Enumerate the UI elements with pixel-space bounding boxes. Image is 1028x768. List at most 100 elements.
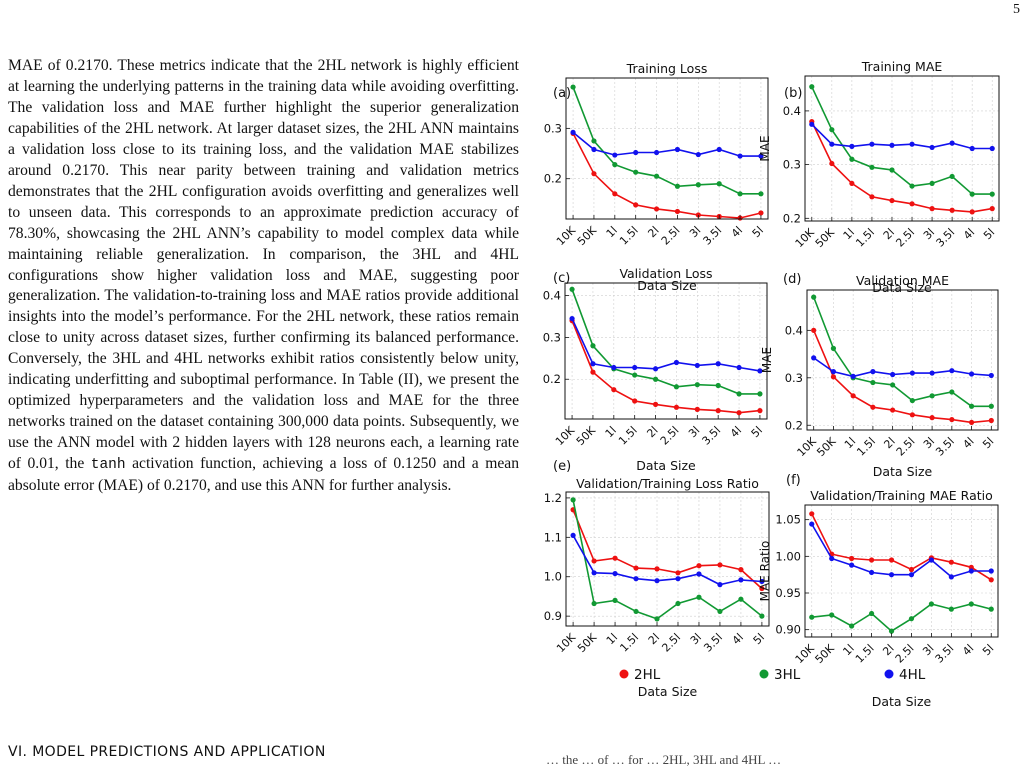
x-axis-label: Data Size (872, 694, 932, 709)
data-point-3HL (870, 379, 876, 386)
body-text-part1: MAE of 0.2170. These metrics indicate th… (8, 57, 519, 473)
data-point-3HL (829, 612, 835, 618)
x-tick-label: 2.5l (658, 424, 682, 448)
chart-title: Training Loss (626, 61, 708, 76)
x-tick-label: 3.5l (933, 642, 957, 666)
data-point-3HL (633, 608, 639, 615)
x-tick-label: 50K (574, 423, 599, 448)
y-tick-label: 0.90 (775, 623, 801, 637)
data-point-3HL (849, 623, 855, 629)
data-point-2HL (909, 412, 915, 418)
data-point-4HL (909, 370, 915, 376)
panel-label: (e) (553, 459, 571, 474)
data-point-2HL (612, 555, 618, 561)
data-point-4HL (612, 570, 618, 577)
data-point-2HL (908, 566, 915, 573)
y-axis-label: MAE (760, 347, 774, 373)
data-point-2HL (850, 393, 856, 399)
x-tick-label: 10K (793, 225, 818, 250)
legend-label: 4HL (899, 667, 926, 683)
data-point-3HL (738, 596, 744, 602)
data-point-4HL (675, 576, 681, 582)
x-tick-label: 50K (814, 434, 839, 459)
data-point-2HL (988, 417, 994, 424)
series-line-4HL (571, 318, 761, 372)
data-point-2HL (695, 212, 701, 218)
data-point-2HL (715, 408, 721, 414)
data-point-4HL (929, 370, 935, 376)
series-line-2HL (812, 329, 992, 424)
data-point-2HL (968, 564, 974, 570)
data-point-2HL (890, 407, 896, 413)
x-tick-label: 4l (960, 435, 976, 451)
y-tick-label: 0.2 (544, 172, 562, 186)
data-point-3HL (591, 600, 597, 607)
data-point-2HL (694, 406, 700, 412)
data-point-4HL (673, 359, 680, 366)
data-point-3HL (736, 391, 742, 397)
data-point-3HL (758, 191, 764, 197)
x-tick-label: 50K (813, 641, 838, 666)
series-line-3HL (572, 86, 761, 195)
y-tick-label: 0.4 (785, 323, 803, 337)
data-point-3HL (737, 191, 743, 197)
data-point-4HL (988, 568, 994, 574)
data-point-3HL (632, 372, 638, 378)
series-line-2HL (572, 133, 762, 219)
x-tick-label: 3.5l (934, 226, 958, 250)
x-tick-label: 3.5l (701, 631, 725, 655)
x-tick-label: 10K (795, 434, 820, 459)
series-line-2HL (571, 320, 760, 414)
data-point-2HL (949, 207, 955, 213)
series-line-2HL (572, 509, 763, 590)
data-point-3HL (654, 616, 660, 622)
data-point-2HL (653, 206, 660, 212)
panel-label: (f) (786, 473, 801, 488)
data-point-4HL (928, 557, 935, 563)
data-point-2HL (675, 570, 681, 576)
data-point-3HL (889, 167, 895, 173)
data-point-4HL (716, 146, 722, 153)
data-point-4HL (870, 369, 876, 375)
data-point-2HL (829, 160, 835, 167)
data-point-4HL (758, 153, 764, 159)
data-point-4HL (889, 142, 895, 148)
data-point-2HL (830, 374, 837, 380)
chart-title: Validation/Training MAE Ratio (810, 488, 993, 503)
data-point-3HL (928, 601, 935, 607)
plot-frame (806, 289, 999, 431)
y-tick-label: 0.3 (543, 330, 561, 344)
data-point-2HL (849, 555, 855, 562)
data-point-3HL (830, 345, 837, 351)
x-tick-label: 4l (961, 226, 977, 242)
data-point-2HL (673, 404, 680, 410)
legend-label: 2HL (634, 667, 661, 683)
data-point-2HL (868, 557, 875, 563)
series-line-3HL (811, 603, 992, 633)
x-tick-label: 50K (575, 223, 600, 248)
data-point-4HL (633, 576, 639, 582)
data-point-3HL (809, 84, 815, 90)
series-line-3HL (571, 289, 760, 395)
series-line-4HL (811, 523, 992, 578)
data-point-2HL (988, 577, 994, 583)
data-point-3HL (757, 391, 763, 397)
data-point-2HL (758, 210, 764, 216)
legend-marker-4HL (884, 669, 894, 679)
data-point-3HL (570, 84, 576, 90)
y-tick-label: 0.4 (543, 289, 561, 303)
data-point-3HL (673, 384, 680, 390)
code-word: tanh (90, 457, 126, 474)
data-point-3HL (908, 616, 915, 622)
data-point-3HL (674, 183, 681, 189)
data-point-4HL (830, 369, 837, 375)
data-point-2HL (809, 511, 815, 517)
data-point-3HL (809, 614, 815, 620)
data-point-2HL (590, 369, 596, 375)
data-point-3HL (988, 403, 994, 409)
data-point-3HL (949, 173, 955, 180)
data-point-3HL (868, 610, 875, 617)
data-point-2HL (633, 202, 639, 208)
data-point-4HL (869, 141, 875, 147)
